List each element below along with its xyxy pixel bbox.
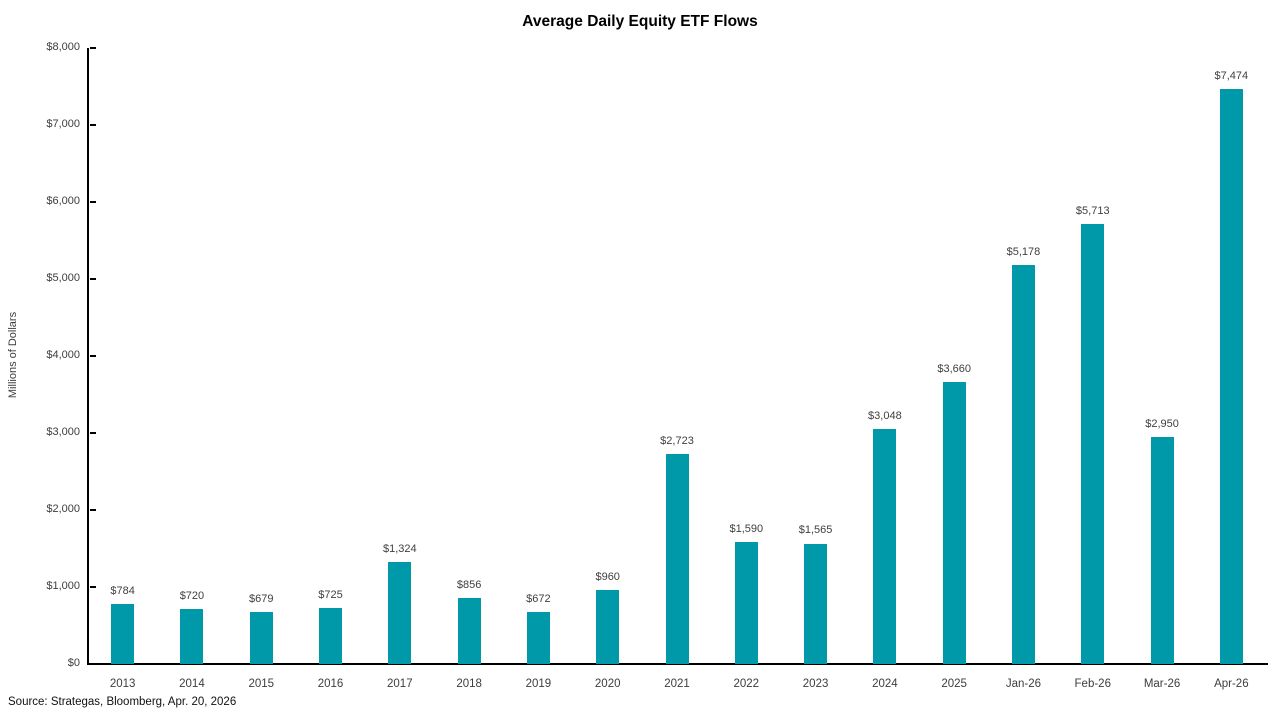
- y-axis-tick-mark: [90, 509, 96, 511]
- bar-value-label: $7,474: [1214, 69, 1249, 82]
- bar-value-label: $1,590: [729, 522, 764, 535]
- bar-value-label: $725: [318, 589, 343, 602]
- plot-area: $784 $720 $679 $725 $1,324 $856 $672 $960 $2,723…: [88, 47, 1266, 665]
- x-axis-tick-label: 2023: [802, 678, 829, 690]
- x-axis-tick-labels: 2013 2014 2015 2016 2017 2018 2019 2020 2021 2022…: [88, 678, 1266, 694]
- bar-value-label: $2,950: [1145, 417, 1179, 430]
- bar-value-label: $856: [456, 579, 482, 592]
- y-axis-tick-label: $0: [67, 657, 80, 669]
- bar-value-label: $784: [110, 584, 135, 597]
- y-axis-tick-label: $7,000: [46, 118, 80, 130]
- bar-value-label: $672: [526, 593, 551, 606]
- bar: [734, 541, 758, 664]
- y-axis-tick-label: $6,000: [46, 195, 80, 207]
- x-axis-tick-label: Jan-26: [1005, 678, 1042, 690]
- bar-value-label: $679: [248, 592, 274, 605]
- bar: [873, 429, 897, 664]
- bar: [942, 382, 966, 664]
- bar: [1150, 436, 1174, 664]
- y-axis-tick-label: $3,000: [46, 426, 80, 438]
- y-axis-tick-label: $5,000: [46, 272, 80, 284]
- bar-value-label: $5,713: [1075, 205, 1110, 218]
- x-axis-tick-label: 2015: [248, 678, 275, 690]
- bar: [388, 562, 412, 664]
- bar: [111, 603, 135, 664]
- bar: [457, 598, 481, 664]
- bar-value-label: $720: [179, 589, 205, 602]
- y-axis-tick-mark: [90, 355, 96, 357]
- bar: [1011, 265, 1035, 664]
- bar-value-label: $2,723: [660, 435, 694, 448]
- x-axis-tick-label: 2021: [664, 678, 690, 690]
- y-axis-tick-label: $1,000: [46, 580, 80, 592]
- y-axis-tick-mark: [90, 124, 96, 126]
- bar: [1081, 224, 1105, 664]
- bar-value-label: $1,565: [798, 524, 833, 537]
- bar-value-label: $960: [595, 571, 620, 584]
- bar: [249, 611, 273, 664]
- bar: [180, 608, 204, 664]
- bar: [804, 543, 828, 664]
- bar: [1219, 88, 1243, 664]
- bar: [526, 612, 550, 664]
- y-axis-tick-mark: [90, 586, 96, 588]
- bar: [596, 590, 620, 664]
- y-axis-tick-labels: $0 $1,000 $2,000 $3,000 $4,000 $5,000 $6,000 $7…: [0, 41, 80, 669]
- bar-value-label: $3,660: [937, 363, 971, 376]
- x-axis-tick-label: 2018: [456, 678, 482, 690]
- y-axis-line: [87, 48, 89, 665]
- y-axis-tick-mark: [90, 201, 96, 203]
- x-axis-tick-label: 2019: [525, 678, 552, 690]
- bar-value-label: $1,324: [382, 543, 417, 556]
- x-axis-tick-label: 2016: [317, 678, 344, 690]
- x-axis-line: [87, 663, 1268, 665]
- y-axis-tick-label: $8,000: [46, 41, 80, 53]
- x-axis-tick-label: 2014: [179, 678, 205, 690]
- x-axis-tick-label: Apr-26: [1214, 678, 1249, 690]
- source-note: Source: Strategas, Bloomberg, Apr. 20, 2…: [8, 696, 237, 708]
- x-axis-tick-label: Feb-26: [1074, 678, 1111, 690]
- x-axis-tick-label: 2013: [109, 678, 136, 690]
- x-axis-tick-label: 2025: [941, 678, 967, 690]
- y-axis-tick-mark: [90, 278, 96, 280]
- x-axis-tick-label: Mar-26: [1143, 678, 1181, 690]
- x-axis-tick-label: 2024: [872, 678, 898, 690]
- bar: [319, 608, 343, 664]
- x-axis-tick-label: 2017: [387, 678, 413, 690]
- y-axis-tick-mark: [90, 432, 96, 434]
- bar: [665, 454, 689, 664]
- y-axis-tick-label: $4,000: [46, 349, 80, 361]
- chart-title: Average Daily Equity ETF Flows: [522, 13, 758, 30]
- y-axis-tick-mark: [90, 663, 96, 665]
- y-axis-tick-label: $2,000: [46, 503, 80, 515]
- x-axis-tick-label: 2020: [594, 678, 621, 690]
- bar-value-label: $3,048: [868, 410, 902, 423]
- bar-value-label: $5,178: [1006, 246, 1041, 259]
- x-axis-tick-label: 2022: [733, 678, 760, 690]
- y-axis-tick-mark: [90, 47, 96, 49]
